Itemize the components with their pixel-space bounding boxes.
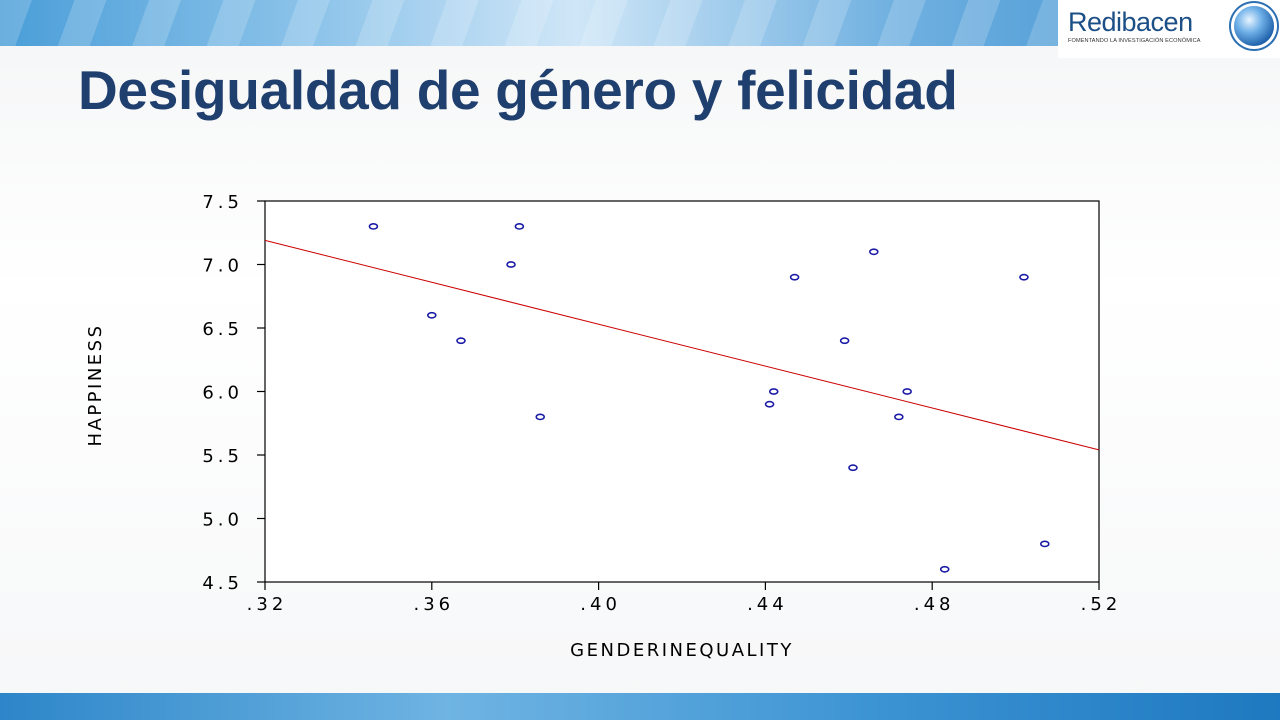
footer-banner	[0, 693, 1280, 720]
data-point	[848, 464, 858, 472]
x-tick-label: .44	[747, 594, 788, 615]
data-point	[789, 273, 800, 281]
y-tick-label: 7.0	[202, 256, 243, 277]
x-tick-label: .32	[247, 594, 288, 615]
x-tick-label: .48	[914, 594, 955, 615]
plot-frame	[264, 200, 1100, 583]
data-point	[1019, 273, 1029, 281]
logo-name: Redibacen	[1068, 7, 1193, 37]
logo: Redibacen FOMENTANDO LA INVESTIGACIÓN EC…	[1058, 0, 1280, 58]
x-axis-title: GENDERINEQUALITY	[570, 640, 794, 661]
data-point	[902, 388, 912, 395]
data-point	[535, 413, 546, 421]
data-point	[894, 413, 904, 421]
page-title: Desigualdad de género y felicidad	[78, 59, 958, 121]
x-tick-label: .40	[580, 594, 621, 615]
data-point	[839, 337, 850, 345]
y-tick-label: 5.5	[202, 446, 243, 467]
y-tick-label: 6.5	[202, 319, 243, 340]
y-tick-label: 4.5	[202, 573, 243, 594]
globe-icon	[1234, 6, 1274, 46]
data-point	[764, 400, 775, 408]
data-point	[456, 337, 466, 345]
y-tick-label: 7.5	[202, 192, 243, 213]
data-point	[426, 311, 437, 319]
y-tick-label: 5.0	[202, 510, 243, 531]
y-tick-label: 6.0	[202, 383, 243, 404]
data-point	[1039, 540, 1050, 548]
x-tick-label: .36	[413, 594, 454, 615]
data-point	[939, 565, 950, 573]
y-axis-title: HAPPINESS	[85, 323, 106, 446]
logo-tagline: FOMENTANDO LA INVESTIGACIÓN ECONÓMICA	[1068, 38, 1201, 44]
data-point	[368, 222, 379, 230]
fit-line	[264, 239, 1100, 451]
data-point	[768, 388, 779, 395]
x-tick-label: .52	[1081, 594, 1122, 615]
data-point	[506, 261, 516, 268]
data-point	[869, 248, 879, 256]
data-point	[514, 222, 525, 230]
